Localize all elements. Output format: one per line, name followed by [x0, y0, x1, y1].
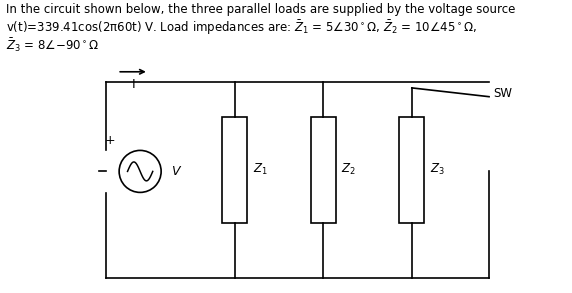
Text: $Z_1$: $Z_1$ [253, 162, 268, 178]
Text: I: I [132, 78, 135, 91]
Text: +: + [105, 134, 116, 147]
Text: $Z_2$: $Z_2$ [341, 162, 356, 178]
Text: $\bar{Z}_3$ = 8$\angle$$-$90$^\circ$$\Omega$: $\bar{Z}_3$ = 8$\angle$$-$90$^\circ$$\Om… [6, 37, 100, 54]
Text: v(t)=339.41cos(2π60t) V. Load impedances are: $\bar{Z}_1$ = 5$\angle$30$^\circ$$: v(t)=339.41cos(2π60t) V. Load impedances… [6, 19, 477, 38]
Text: V: V [172, 165, 180, 178]
Text: In the circuit shown below, the three parallel loads are supplied by the voltage: In the circuit shown below, the three pa… [6, 3, 515, 16]
Text: SW: SW [494, 87, 513, 100]
Text: $Z_3$: $Z_3$ [430, 162, 445, 178]
